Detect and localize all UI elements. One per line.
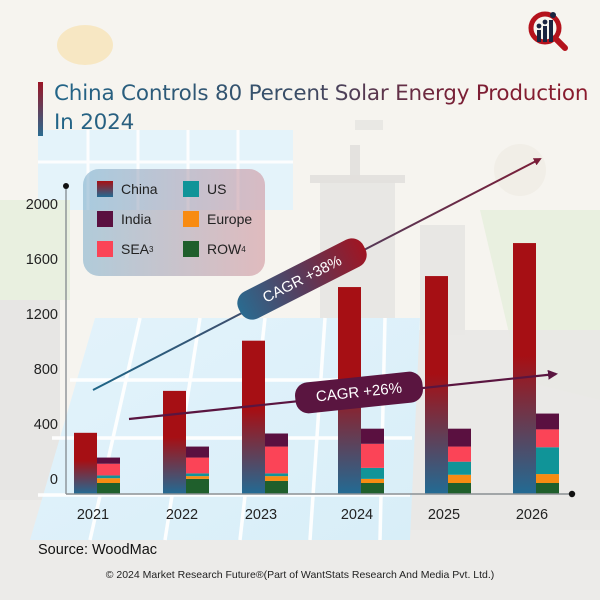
legend-footnote: 4 [241,244,246,254]
legend-label: US [207,181,227,197]
y-tick-label: 1600 [26,252,58,268]
bar-india-2026 [536,413,559,430]
bar-sea-2026 [536,429,559,448]
bar-row-2025 [448,483,471,494]
bar-europe-2025 [448,474,471,483]
bar-us-2024 [361,467,384,479]
y-tick-label: 0 [50,472,58,488]
source-note: Source: WoodMac [38,542,158,558]
legend-swatch-row [183,241,199,257]
legend-item-india: India [97,211,151,227]
bar-china-2026 [513,243,536,494]
bar-row-2021 [97,483,120,494]
legend-item-china: China [97,181,158,197]
bar-sea-2021 [97,463,120,476]
legend-swatch-europe [183,211,199,227]
y-tick-label: 2000 [26,197,58,213]
legend-swatch-sea [97,241,113,257]
bar-india-2025 [448,428,471,447]
legend-swatch-india [97,211,113,227]
legend-item-row: ROW 4 [183,241,246,257]
x-tick-label: 2026 [516,507,548,523]
copyright-note: © 2024 Market Research Future®(Part of W… [105,569,495,581]
title-accent-bar [38,82,43,136]
bar-sea-2025 [448,446,471,462]
legend-label: Europe [207,211,253,227]
bar-china-2021 [74,432,97,494]
x-tick-label: 2023 [245,507,277,523]
legend-swatch-us [183,181,199,197]
helmet-shape [57,25,113,65]
bar-row-2022 [186,478,209,494]
bar-europe-2022 [186,476,209,479]
y-tick-label: 800 [34,362,58,378]
bar-india-2022 [186,446,209,458]
y-tick-label: 1200 [26,307,58,323]
bar-india-2021 [97,457,120,464]
bar-row-2024 [361,483,384,494]
legend-label: SEA [121,241,150,257]
legend-label: India [121,211,152,227]
legend-item-us: US [183,181,226,197]
bar-europe-2026 [536,474,559,483]
company-logo-icon [528,11,568,51]
bar-sea-2023 [265,446,288,474]
legend-swatch-china [97,181,113,197]
legend-item-europe: Europe [183,211,252,227]
bar-row-2023 [265,480,288,494]
x-axis-end-dot [568,490,576,498]
x-tick-label: 2022 [166,507,198,523]
bar-europe-2024 [361,478,384,483]
x-tick-label: 2025 [428,507,460,523]
bar-us-2023 [265,473,288,477]
legend-label: ROW [207,241,242,257]
bar-china-2025 [425,276,448,494]
bar-china-2022 [163,390,186,494]
bar-india-2024 [361,428,384,444]
legend-label: China [121,181,158,197]
legend-footnote: 3 [149,244,154,254]
bar-sea-2024 [361,443,384,468]
bar-india-2023 [265,433,288,447]
bar-europe-2023 [265,476,288,481]
legend-item-sea: SEA 3 [97,241,153,257]
bar-row-2026 [536,483,559,494]
x-tick-label: 2024 [341,507,373,523]
bar-us-2021 [97,475,120,479]
bar-sea-2022 [186,457,209,474]
x-tick-label: 2021 [77,507,109,523]
bar-us-2025 [448,461,471,475]
bar-us-2026 [536,447,559,475]
bar-us-2022 [186,473,209,477]
chart-legend: China US India Europe SEA 3 ROW 4 [83,169,265,276]
bar-europe-2021 [97,478,120,483]
y-tick-label: 400 [34,417,58,433]
y-axis-end-dot [63,183,69,189]
bar-china-2023 [242,340,265,494]
